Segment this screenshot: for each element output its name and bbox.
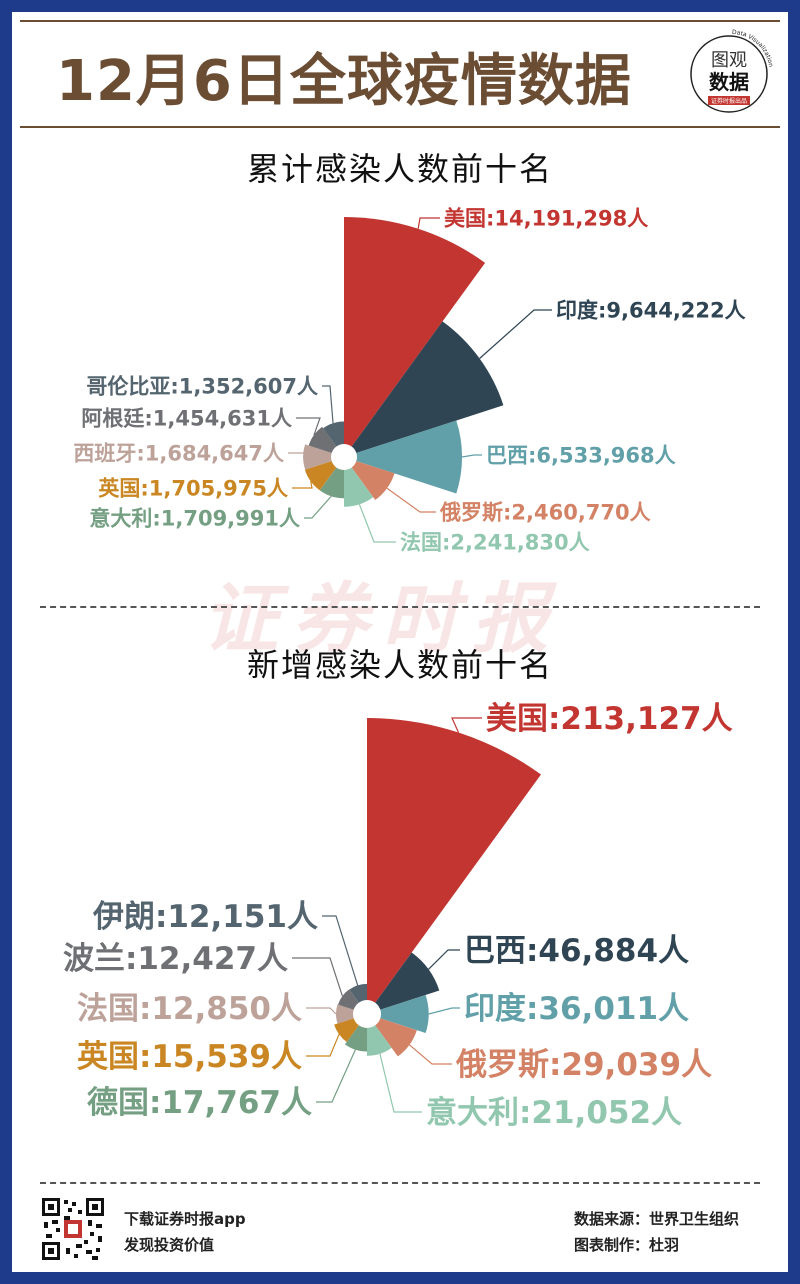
label-leader-line bbox=[386, 487, 436, 513]
section-divider bbox=[40, 606, 760, 608]
slice-label: 波兰:12,427人 bbox=[63, 941, 288, 977]
page-title: 12月6日全球疫情数据 bbox=[56, 49, 632, 114]
download-app-text: 下载证券时报app bbox=[124, 1210, 246, 1228]
top-rule bbox=[20, 20, 780, 22]
label-leader-line bbox=[322, 915, 359, 986]
rose-slice bbox=[344, 217, 486, 457]
label-leader-line bbox=[479, 309, 552, 359]
rose-center bbox=[353, 1000, 381, 1028]
rose-slice bbox=[335, 1004, 367, 1024]
label-leader-line bbox=[322, 385, 334, 424]
label-leader-line bbox=[306, 1034, 340, 1057]
slice-label: 英国:15,539人 bbox=[77, 1039, 302, 1075]
footer-divider bbox=[40, 1182, 760, 1184]
cumulative-rose-chart: 美国:14,191,298人印度:9,644,222人巴西:6,533,968人… bbox=[73, 207, 746, 555]
slice-label: 伊朗:12,151人 bbox=[92, 899, 318, 935]
slice-label: 俄罗斯:29,039人 bbox=[455, 1047, 712, 1083]
rose-center bbox=[331, 444, 357, 470]
daily-new-rose-chart: 美国:213,127人巴西:46,884人印度:36,011人俄罗斯:29,03… bbox=[63, 701, 733, 1131]
label-leader-line bbox=[292, 957, 343, 997]
logo-subtitle: 证券时报出品 bbox=[711, 97, 747, 105]
label-leader-line bbox=[409, 1044, 452, 1065]
slice-label: 法国:12,850人 bbox=[77, 991, 302, 1027]
rose-slice bbox=[344, 457, 374, 507]
slice-label: 印度:36,011人 bbox=[464, 991, 689, 1027]
label-leader-line bbox=[296, 417, 321, 436]
label-leader-line bbox=[292, 481, 313, 489]
watermark: 证券时报 bbox=[202, 574, 562, 663]
slice-label: 哥伦比亚:1,352,607人 bbox=[86, 375, 318, 399]
slice-label: 英国:1,705,975人 bbox=[98, 477, 288, 501]
slice-label: 西班牙:1,684,647人 bbox=[73, 442, 284, 466]
label-leader-line bbox=[451, 717, 482, 733]
label-leader-line bbox=[306, 1007, 337, 1015]
slice-label: 法国:2,241,830人 bbox=[400, 531, 590, 555]
slice-label: 德国:17,767人 bbox=[87, 1085, 312, 1121]
logo-line1: 图观 bbox=[711, 50, 747, 71]
rose-slice bbox=[367, 952, 440, 1014]
label-leader-line bbox=[316, 1049, 356, 1103]
label-leader-line bbox=[428, 1007, 460, 1015]
label-leader-line bbox=[379, 1053, 422, 1113]
rose-slice bbox=[344, 420, 463, 494]
rose-slice bbox=[367, 718, 541, 1014]
rose-slice bbox=[367, 994, 429, 1034]
rose-slice bbox=[303, 444, 344, 470]
label-leader-line bbox=[304, 495, 332, 519]
label-leader-line bbox=[428, 949, 460, 970]
logo-line2: 数据 bbox=[709, 70, 749, 94]
slice-label: 意大利:21,052人 bbox=[426, 1095, 682, 1131]
slice-label: 巴西:46,884人 bbox=[464, 933, 689, 969]
slice-label: 美国:213,127人 bbox=[486, 701, 733, 737]
chart2-title: 新增感染人数前十名 bbox=[246, 646, 553, 684]
rose-slice bbox=[344, 321, 504, 457]
chart-author-text: 图表制作：杜羽 bbox=[574, 1236, 680, 1254]
rose-slice bbox=[367, 1014, 417, 1057]
label-leader-line bbox=[417, 217, 440, 229]
slice-label: 巴西:6,533,968人 bbox=[486, 444, 676, 468]
slice-label: 印度:9,644,222人 bbox=[556, 299, 746, 323]
chart1-title: 累计感染人数前十名 bbox=[246, 150, 553, 188]
data-visualization-logo: 图观 数据 证券时报出品 Data Visualization bbox=[690, 29, 774, 113]
label-leader-line bbox=[461, 454, 482, 458]
slice-label: 俄罗斯:2,460,770人 bbox=[439, 501, 651, 525]
slogan-text: 发现投资价值 bbox=[124, 1236, 215, 1254]
qr-code bbox=[40, 1196, 106, 1262]
infographic-card: 12月6日全球疫情数据 图观 数据 证券时报出品 Data Visualizat… bbox=[12, 12, 788, 1272]
rose-slice bbox=[344, 457, 395, 501]
label-leader-line bbox=[358, 504, 396, 543]
data-source-text: 数据来源：世界卫生组织 bbox=[574, 1210, 740, 1228]
label-leader-line bbox=[288, 452, 313, 458]
title-rule bbox=[20, 126, 780, 128]
slice-label: 美国:14,191,298人 bbox=[444, 207, 648, 231]
slice-label: 意大利:1,709,991人 bbox=[89, 507, 300, 531]
slice-label: 阿根廷:1,454,631人 bbox=[81, 407, 292, 431]
